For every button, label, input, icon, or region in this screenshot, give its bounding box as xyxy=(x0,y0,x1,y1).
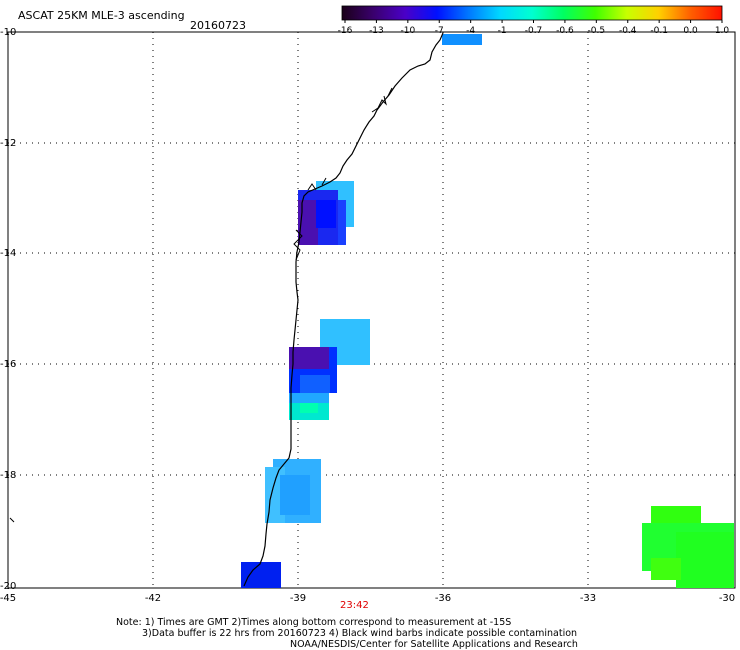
map-title: ASCAT 25KM MLE-3 ascending xyxy=(18,9,185,22)
data-cell xyxy=(338,200,346,245)
map-date: 20160723 xyxy=(190,19,246,32)
x-tick-label: -33 xyxy=(580,593,596,604)
y-tick-label: -12 xyxy=(0,138,16,149)
x-tick-label: -45 xyxy=(0,593,16,604)
colorbar-label: -0.6 xyxy=(556,26,574,36)
wind-data-swaths xyxy=(241,34,734,588)
data-cell xyxy=(298,200,318,245)
data-cell xyxy=(651,558,681,580)
data-cell xyxy=(289,347,329,369)
colorbar-label: -4 xyxy=(466,26,475,36)
data-cell xyxy=(442,34,482,45)
data-cell xyxy=(300,375,330,393)
colorbar-label: 0.0 xyxy=(683,26,698,36)
y-axis-labels: -10 -12 -14 -16 -18 -20 xyxy=(0,27,16,592)
colorbar-label: -1 xyxy=(498,26,507,36)
colorbar-label: 1.0 xyxy=(715,26,730,36)
data-cell xyxy=(280,475,310,515)
coastline xyxy=(243,32,444,587)
x-axis-labels: -45 -42 -39 -36 -33 -30 xyxy=(0,593,735,604)
x-tick-label: -42 xyxy=(145,593,161,604)
y-tick-label: -20 xyxy=(0,581,16,592)
colorbar-label: -13 xyxy=(369,26,384,36)
coastline-detail xyxy=(9,87,393,523)
data-cell xyxy=(316,200,336,228)
colorbar-gradient xyxy=(341,5,723,21)
colorbar: -16 -13 -10 -7 -4 -1 -0.7 -0.6 -0.5 -0.4 -0.1 0.0 1.… xyxy=(338,5,730,36)
colorbar-label: -7 xyxy=(435,26,444,36)
y-tick-label: -10 xyxy=(0,27,16,38)
colorbar-label: -0.7 xyxy=(525,26,543,36)
grid-lines xyxy=(8,32,735,588)
y-tick-label: -14 xyxy=(0,248,16,259)
data-cell xyxy=(241,562,281,588)
data-cell xyxy=(289,393,329,403)
x-tick-label: -39 xyxy=(290,593,306,604)
y-tick-label: -18 xyxy=(0,470,16,481)
data-cell xyxy=(676,532,734,588)
colorbar-label: -0.1 xyxy=(650,26,668,36)
note-line-1: Note: 1) Times are GMT 2)Times along bot… xyxy=(116,617,512,628)
note-line-3: NOAA/NESDIS/Center for Satellite Applica… xyxy=(290,639,578,650)
time-label: 23:42 xyxy=(340,600,369,611)
y-tick-label: -16 xyxy=(0,359,16,370)
data-cell xyxy=(300,403,318,413)
colorbar-label: -16 xyxy=(338,26,353,36)
colorbar-label: -10 xyxy=(400,26,415,36)
x-tick-label: -36 xyxy=(435,593,451,604)
x-tick-label: -30 xyxy=(719,593,735,604)
colorbar-label: -0.4 xyxy=(619,26,637,36)
colorbar-label: -0.5 xyxy=(588,26,606,36)
plot-frame xyxy=(7,31,736,589)
note-line-2: 3)Data buffer is 22 hrs from 20160723 4)… xyxy=(142,628,578,639)
